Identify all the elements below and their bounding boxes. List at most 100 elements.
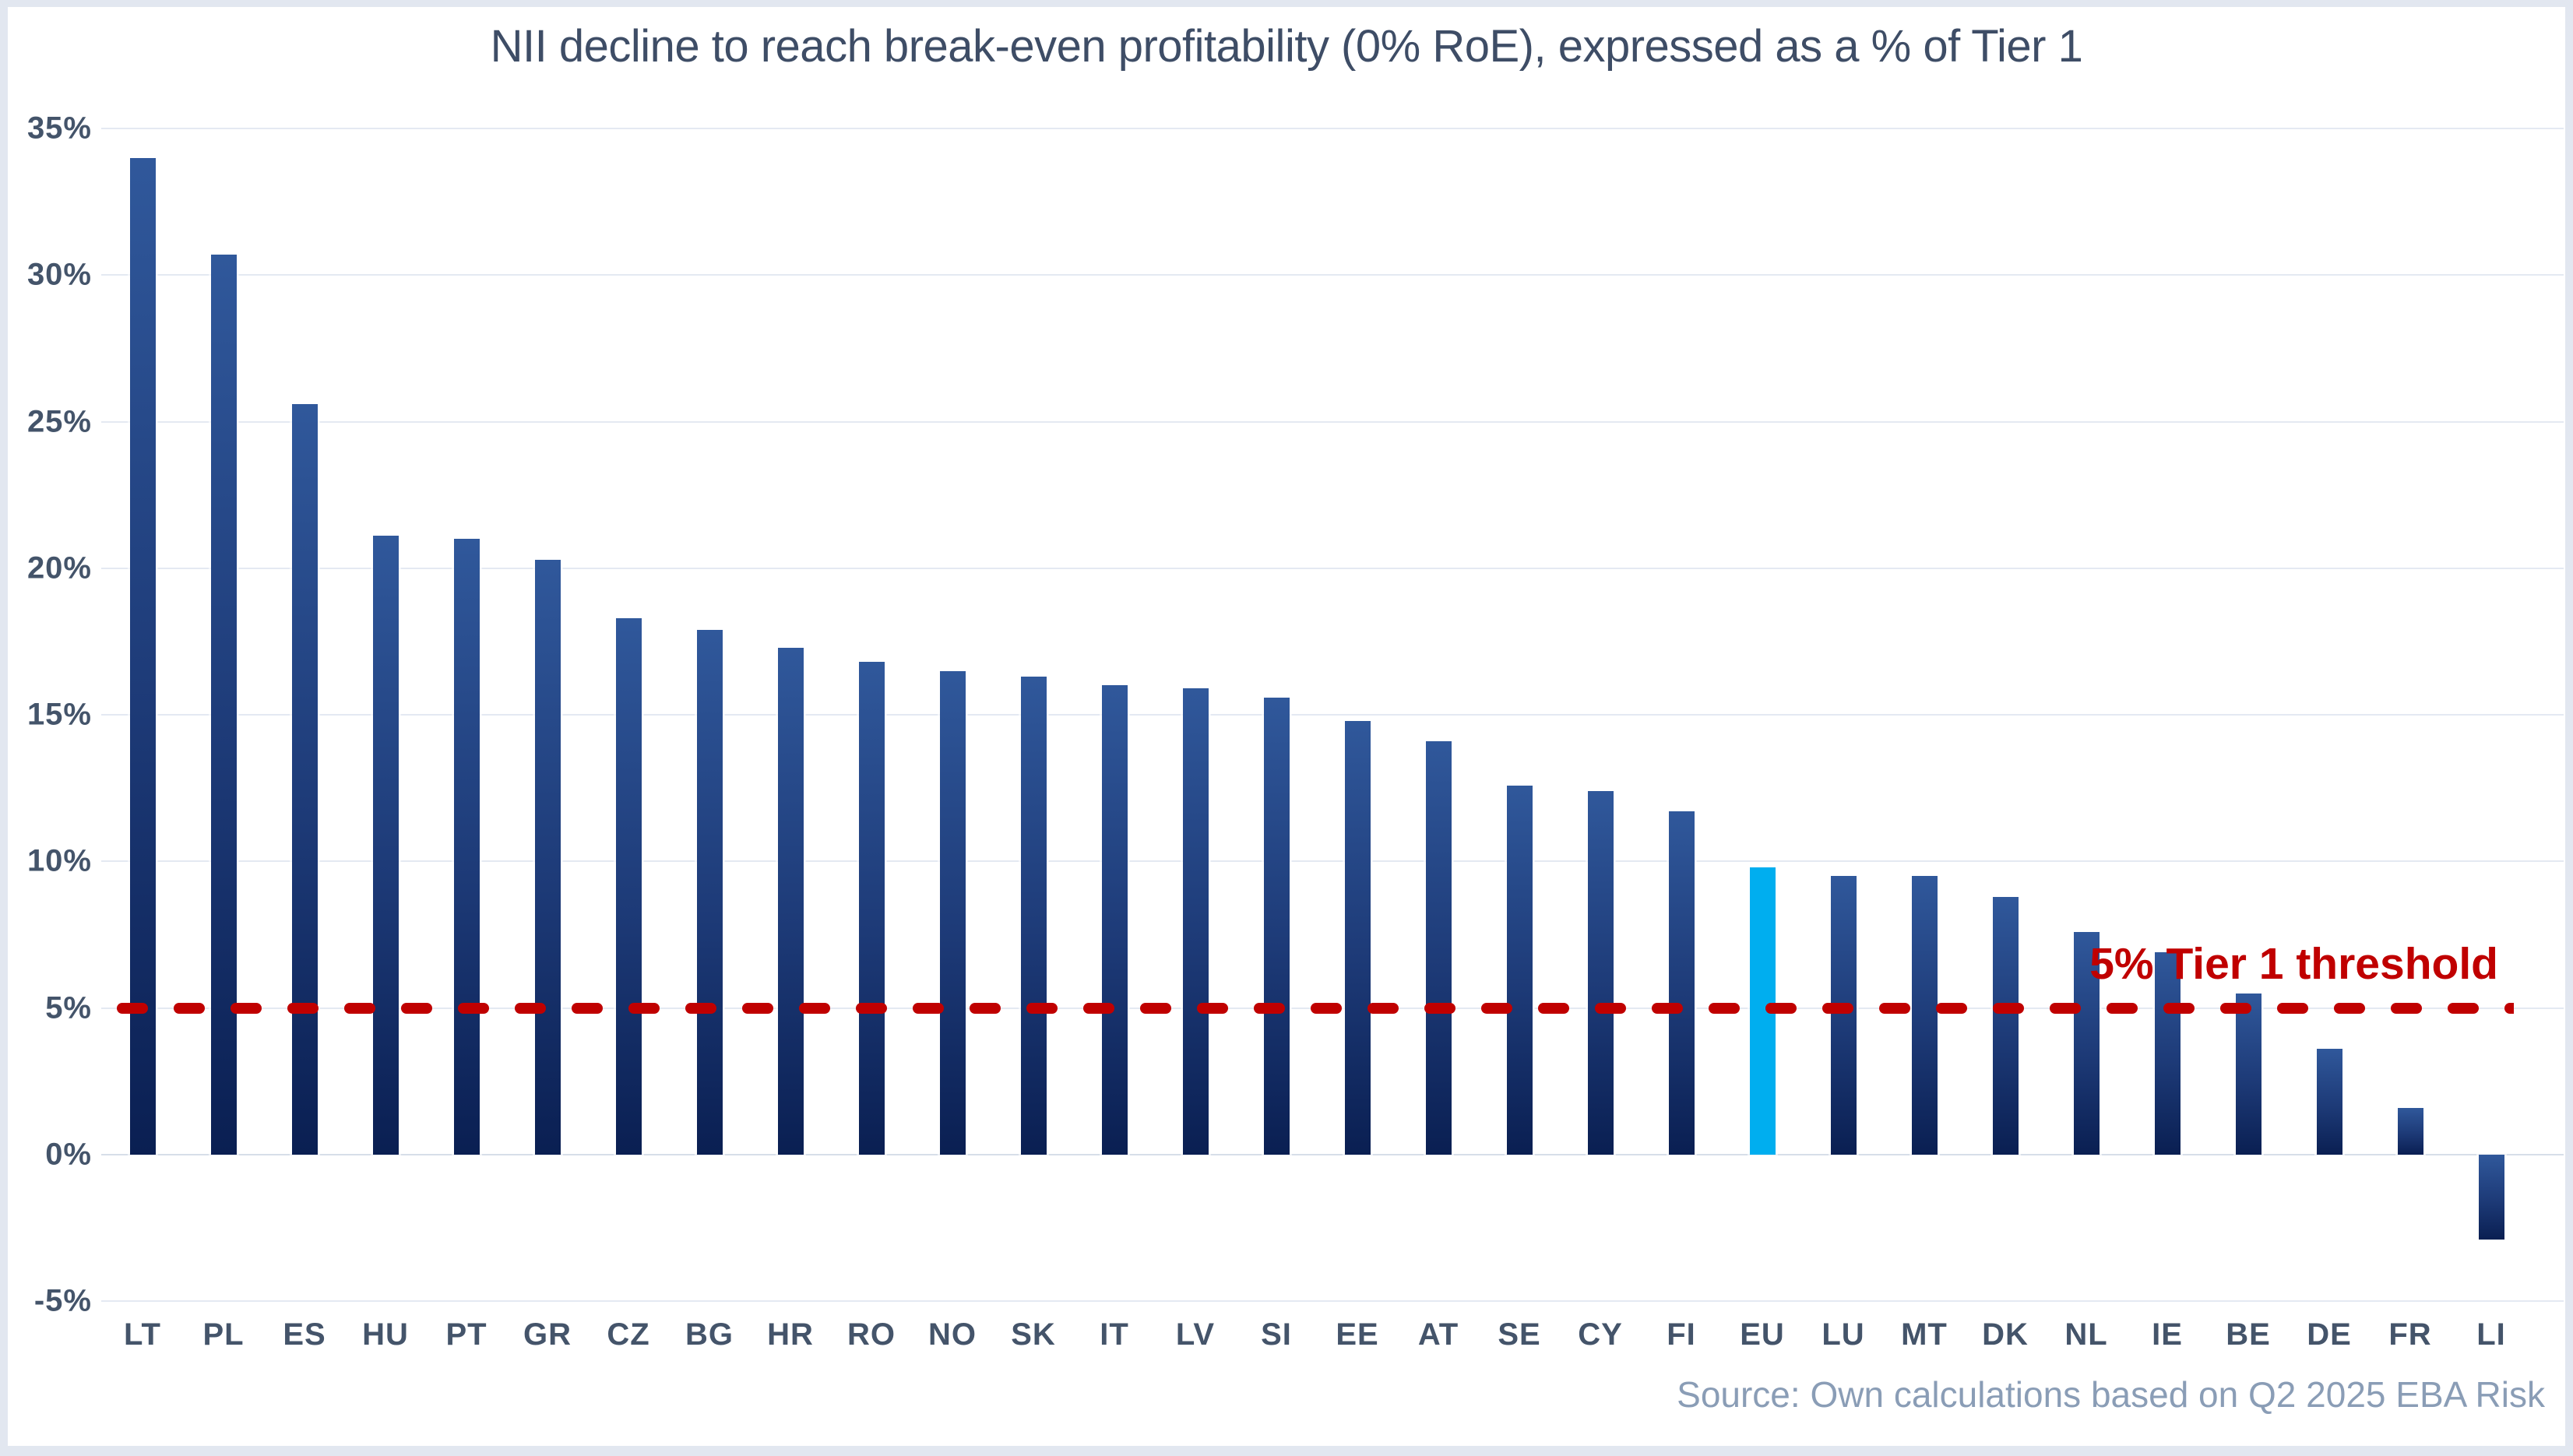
bar-BE xyxy=(2235,993,2261,1155)
threshold-dash xyxy=(1652,1002,1683,1014)
chart-title: NII decline to reach break-even profitab… xyxy=(490,21,2083,72)
threshold-dash xyxy=(2050,1002,2081,1014)
threshold-dash xyxy=(458,1002,489,1014)
bar-GR xyxy=(534,559,561,1155)
ytick-label-15: 15% xyxy=(26,697,92,732)
threshold-label: 5% Tier 1 threshold xyxy=(2089,938,2498,989)
bar-PT xyxy=(453,539,480,1155)
threshold-dash xyxy=(2277,1002,2308,1014)
bar-CY xyxy=(1587,791,1614,1155)
gridline--5 xyxy=(101,1300,2564,1303)
bar-DK xyxy=(1992,896,2019,1155)
threshold-dash xyxy=(231,1002,262,1014)
bar-NL xyxy=(2073,931,2100,1155)
bar-AT xyxy=(1425,741,1452,1155)
threshold-dash xyxy=(1311,1002,1342,1014)
threshold-dash xyxy=(1424,1002,1455,1014)
threshold-dash xyxy=(1481,1002,1512,1014)
xtick-label-ES: ES xyxy=(283,1317,326,1352)
ytick-label--5: -5% xyxy=(33,1283,92,1318)
threshold-dash xyxy=(1254,1002,1285,1014)
threshold-dash xyxy=(1538,1002,1569,1014)
bar-HU xyxy=(372,536,399,1155)
gridline-20 xyxy=(101,567,2564,569)
threshold-dash xyxy=(1595,1002,1626,1014)
threshold-dash xyxy=(1140,1002,1171,1014)
xtick-label-LI: LI xyxy=(2476,1317,2506,1352)
bar-IE xyxy=(2154,952,2181,1155)
xtick-label-FR: FR xyxy=(2388,1317,2432,1352)
threshold-dash xyxy=(2107,1002,2138,1014)
xtick-label-HR: HR xyxy=(767,1317,814,1352)
threshold-dash xyxy=(1822,1002,1853,1014)
xtick-label-SI: SI xyxy=(1261,1317,1292,1352)
bar-LT xyxy=(129,157,156,1155)
threshold-dash xyxy=(1993,1002,2024,1014)
threshold-dash xyxy=(1765,1002,1797,1014)
bar-LV xyxy=(1182,688,1209,1155)
threshold-dash xyxy=(1026,1002,1058,1014)
bar-CZ xyxy=(615,617,642,1155)
threshold-dash xyxy=(174,1002,205,1014)
bar-HR xyxy=(777,647,804,1155)
ytick-label-25: 25% xyxy=(26,404,92,439)
xtick-label-EU: EU xyxy=(1740,1317,1785,1352)
ytick-label-0: 0% xyxy=(45,1137,92,1172)
threshold-dash xyxy=(742,1002,773,1014)
bar-LI xyxy=(2478,1155,2504,1240)
threshold-dash xyxy=(2334,1002,2365,1014)
xtick-label-SK: SK xyxy=(1011,1317,1056,1352)
threshold-dash xyxy=(2220,1002,2251,1014)
threshold-dash xyxy=(344,1002,375,1014)
xtick-label-NL: NL xyxy=(2064,1317,2108,1352)
bar-NO xyxy=(939,670,966,1155)
threshold-dash xyxy=(685,1002,716,1014)
threshold-dash xyxy=(515,1002,546,1014)
xtick-label-DK: DK xyxy=(1982,1317,2029,1352)
xtick-label-HU: HU xyxy=(362,1317,409,1352)
xtick-label-PT: PT xyxy=(445,1317,487,1352)
bar-SK xyxy=(1020,677,1047,1155)
xtick-label-LV: LV xyxy=(1175,1317,1216,1352)
threshold-dash xyxy=(287,1002,319,1014)
bar-SI xyxy=(1263,697,1290,1155)
bar-IT xyxy=(1101,685,1128,1155)
xtick-label-CY: CY xyxy=(1578,1317,1623,1352)
threshold-dash xyxy=(1709,1002,1740,1014)
threshold-dash xyxy=(1083,1002,1114,1014)
xtick-label-CZ: CZ xyxy=(607,1317,650,1352)
xtick-label-IE: IE xyxy=(2152,1317,2183,1352)
threshold-dash xyxy=(2163,1002,2195,1014)
threshold-dash xyxy=(856,1002,887,1014)
threshold-dash xyxy=(2448,1002,2479,1014)
threshold-dash xyxy=(1197,1002,1228,1014)
threshold-dash xyxy=(1367,1002,1399,1014)
source-note: Source: Own calculations based on Q2 202… xyxy=(1677,1374,2545,1415)
bar-BG xyxy=(696,629,723,1155)
bar-PL xyxy=(210,254,237,1155)
ytick-label-30: 30% xyxy=(26,257,92,292)
xtick-label-RO: RO xyxy=(847,1317,896,1352)
gridline-0 xyxy=(101,1154,2564,1155)
bar-ES xyxy=(291,403,318,1155)
ytick-label-10: 10% xyxy=(26,843,92,878)
threshold-dash xyxy=(628,1002,660,1014)
xtick-label-SE: SE xyxy=(1498,1317,1541,1352)
threshold-dash xyxy=(401,1002,432,1014)
threshold-dash xyxy=(117,1002,148,1014)
threshold-dash xyxy=(799,1002,830,1014)
gridline-10 xyxy=(101,860,2564,863)
ytick-label-5: 5% xyxy=(45,990,92,1025)
threshold-dash xyxy=(2391,1002,2422,1014)
xtick-label-MT: MT xyxy=(1901,1317,1948,1352)
threshold-dashed-line xyxy=(117,1002,2514,1014)
threshold-dash xyxy=(1936,1002,1967,1014)
xtick-label-NO: NO xyxy=(928,1317,977,1352)
xtick-label-LT: LT xyxy=(124,1317,161,1352)
xtick-label-LU: LU xyxy=(1822,1317,1865,1352)
threshold-dash xyxy=(2504,1002,2514,1014)
xtick-label-GR: GR xyxy=(523,1317,572,1352)
bar-DE xyxy=(2316,1049,2342,1155)
xtick-label-BG: BG xyxy=(685,1317,734,1352)
threshold-dash xyxy=(1879,1002,1910,1014)
